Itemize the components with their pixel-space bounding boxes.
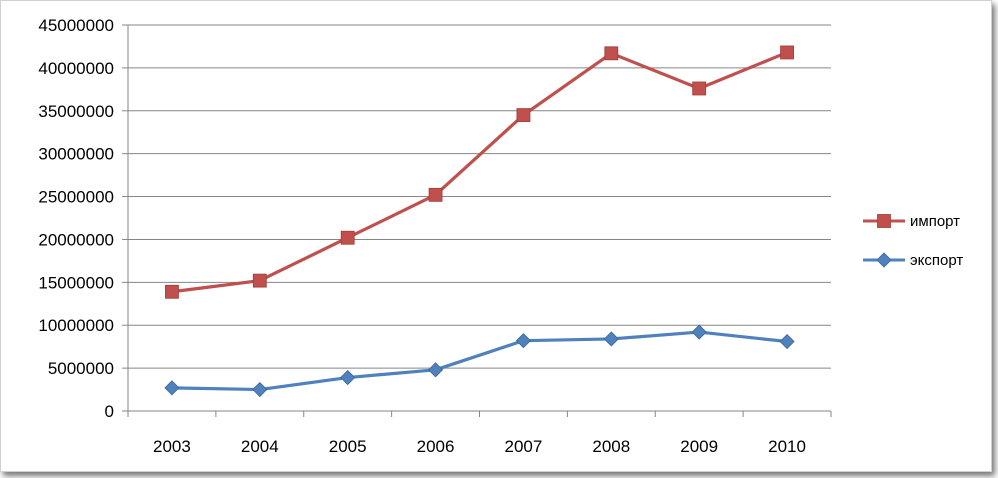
legend: импорт экспорт bbox=[863, 213, 963, 269]
x-tick-label: 2004 bbox=[241, 437, 279, 456]
y-tick-label: 35000000 bbox=[38, 102, 114, 121]
data-point bbox=[428, 187, 443, 202]
y-tick-label: 10000000 bbox=[38, 316, 114, 335]
x-tick-label: 2007 bbox=[505, 437, 543, 456]
data-point bbox=[692, 81, 707, 96]
data-point bbox=[691, 324, 707, 340]
data-point bbox=[515, 333, 532, 349]
line-chart: 0 5000000 10000000 15000000 20000000 25000000… bbox=[38, 16, 963, 456]
data-point bbox=[340, 230, 355, 245]
y-tick-label: 5000000 bbox=[48, 359, 114, 378]
x-tick-label: 2008 bbox=[592, 437, 630, 456]
axes bbox=[122, 24, 832, 417]
data-point bbox=[604, 46, 619, 61]
x-tick-label: 2003 bbox=[153, 437, 191, 456]
x-tick-label: 2010 bbox=[768, 437, 806, 456]
y-tick-label: 45000000 bbox=[38, 16, 114, 35]
legend-item: импорт bbox=[863, 213, 960, 230]
y-tick-label: 25000000 bbox=[38, 188, 114, 207]
legend-label: экспорт bbox=[910, 252, 963, 269]
series-line bbox=[171, 50, 788, 294]
legend-item: экспорт bbox=[863, 252, 963, 269]
y-tick-label: 15000000 bbox=[38, 273, 114, 292]
x-axis-tick-labels: 2003 2004 2005 2006 2007 2008 2009 2010 bbox=[153, 437, 806, 456]
data-point bbox=[780, 45, 794, 60]
legend-label: импорт bbox=[910, 213, 960, 230]
data-point bbox=[603, 331, 619, 347]
data-point bbox=[340, 369, 356, 386]
x-tick-label: 2006 bbox=[417, 437, 455, 456]
data-point bbox=[165, 284, 179, 299]
data-point bbox=[427, 362, 444, 378]
legend-swatch-marker bbox=[876, 252, 892, 268]
x-tick-label: 2009 bbox=[680, 437, 718, 456]
data-point bbox=[516, 108, 531, 122]
y-tick-label: 20000000 bbox=[38, 230, 114, 249]
series-line bbox=[171, 330, 788, 392]
y-tick-label: 0 bbox=[105, 402, 114, 421]
x-tick-label: 2005 bbox=[329, 437, 367, 456]
y-tick-label: 30000000 bbox=[38, 145, 114, 164]
data-point bbox=[252, 381, 268, 398]
y-tick-label: 40000000 bbox=[38, 59, 114, 78]
series-lines bbox=[164, 45, 795, 398]
data-point bbox=[779, 333, 795, 350]
series-2 bbox=[164, 324, 795, 398]
data-point bbox=[252, 273, 267, 288]
legend-swatch-marker bbox=[877, 214, 891, 228]
series-1 bbox=[165, 45, 794, 299]
y-axis-tick-labels: 0 5000000 10000000 15000000 20000000 25000000… bbox=[38, 16, 114, 421]
data-point bbox=[164, 380, 180, 396]
